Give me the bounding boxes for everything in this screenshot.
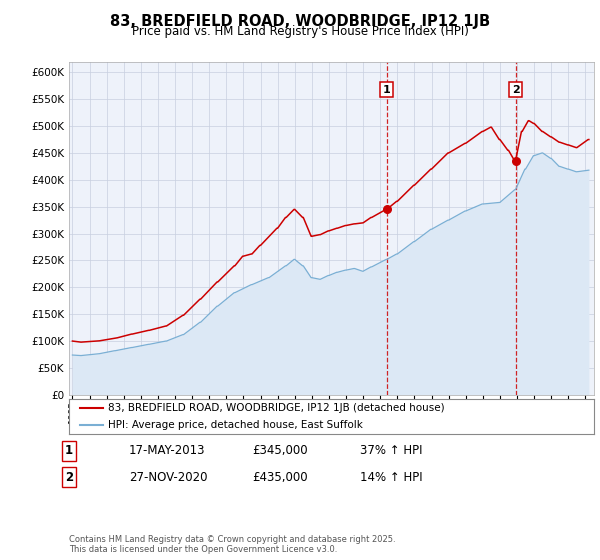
Text: HPI: Average price, detached house, East Suffolk: HPI: Average price, detached house, East… [109,421,363,430]
Text: £435,000: £435,000 [252,470,308,484]
Text: 37% ↑ HPI: 37% ↑ HPI [360,444,422,458]
Text: 17-MAY-2013: 17-MAY-2013 [129,444,205,458]
Point [382,205,392,214]
Text: Price paid vs. HM Land Registry's House Price Index (HPI): Price paid vs. HM Land Registry's House … [131,25,469,38]
Text: Contains HM Land Registry data © Crown copyright and database right 2025.
This d: Contains HM Land Registry data © Crown c… [69,535,395,554]
Point [511,157,520,166]
Text: 83, BREDFIELD ROAD, WOODBRIDGE, IP12 1JB (detached house): 83, BREDFIELD ROAD, WOODBRIDGE, IP12 1JB… [109,403,445,413]
Text: 1: 1 [383,85,391,95]
Text: 83, BREDFIELD ROAD, WOODBRIDGE, IP12 1JB: 83, BREDFIELD ROAD, WOODBRIDGE, IP12 1JB [110,14,490,29]
Text: £345,000: £345,000 [252,444,308,458]
Text: 14% ↑ HPI: 14% ↑ HPI [360,470,422,484]
Text: 27-NOV-2020: 27-NOV-2020 [129,470,208,484]
Text: 2: 2 [65,470,73,484]
Text: 2: 2 [512,85,520,95]
Text: 1: 1 [65,444,73,458]
